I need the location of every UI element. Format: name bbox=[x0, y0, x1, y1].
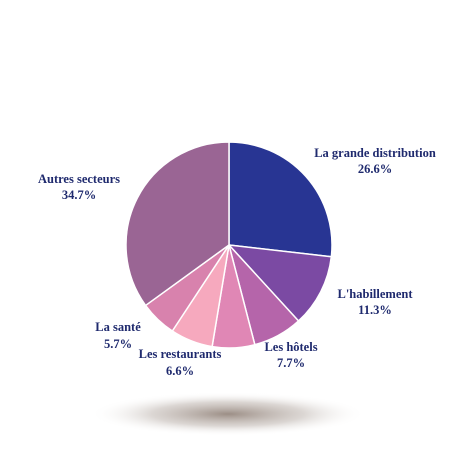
value-sante: 5.7% bbox=[104, 337, 132, 351]
label-autres-secteurs: Autres secteurs bbox=[38, 172, 120, 186]
value-hotels: 7.7% bbox=[277, 356, 305, 370]
value-autres-secteurs: 34.7% bbox=[62, 188, 96, 202]
label-habillement: L'habillement bbox=[337, 287, 413, 301]
value-restaurants: 6.6% bbox=[166, 364, 194, 378]
pie-slice-la-grande-distribution bbox=[228, 141, 333, 258]
label-sante: La santé bbox=[95, 320, 141, 334]
pie-labels: La grande distribution 26.6% L'habilleme… bbox=[38, 146, 436, 378]
value-habillement: 11.3% bbox=[358, 303, 392, 317]
label-restaurants: Les restaurants bbox=[139, 347, 222, 361]
pie-shadow bbox=[90, 392, 366, 436]
value-grande-distribution: 26.6% bbox=[358, 162, 392, 176]
label-grande-distribution: La grande distribution bbox=[314, 146, 436, 160]
pie-slice-autres-secteurs bbox=[125, 141, 230, 307]
pie-slice-l-habillement bbox=[228, 244, 333, 322]
label-hotels: Les hôtels bbox=[264, 340, 317, 354]
pie-slices bbox=[125, 141, 333, 349]
